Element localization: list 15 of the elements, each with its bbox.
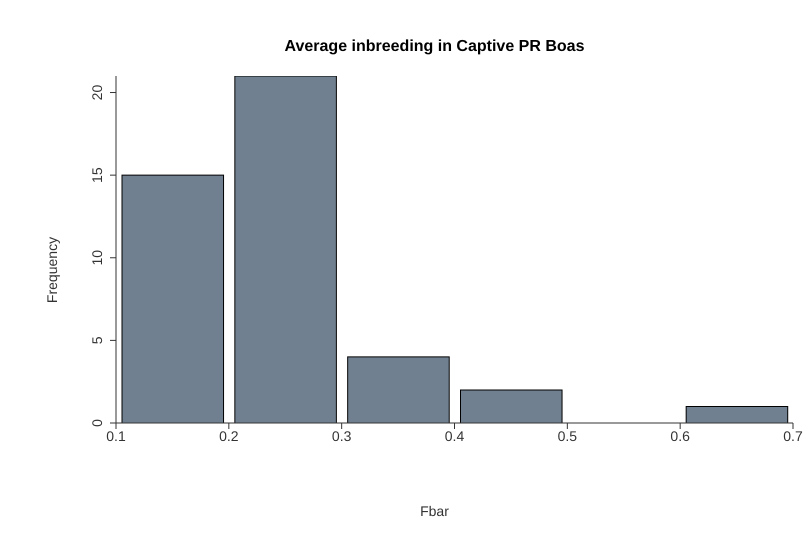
x-tick-label: 0.7 — [783, 428, 803, 444]
y-tick-label: 20 — [89, 84, 105, 100]
x-tick-label: 0.3 — [332, 428, 352, 444]
y-tick-label: 15 — [89, 167, 105, 183]
y-axis-title: Frequency — [44, 236, 60, 303]
x-tick-label: 0.2 — [219, 428, 239, 444]
x-tick-label: 0.1 — [106, 428, 126, 444]
x-tick-label: 0.4 — [444, 428, 464, 444]
chart-title: Average inbreeding in Captive PR Boas — [284, 38, 586, 56]
y-tick-label: 0 — [89, 418, 105, 427]
x-tick-label: 0.5 — [558, 428, 578, 444]
y-tick-label: 10 — [89, 250, 105, 266]
x-axis-title: Fbar — [419, 503, 450, 519]
y-tick-label: 5 — [89, 336, 105, 344]
x-tick-label: 0.6 — [670, 428, 690, 444]
